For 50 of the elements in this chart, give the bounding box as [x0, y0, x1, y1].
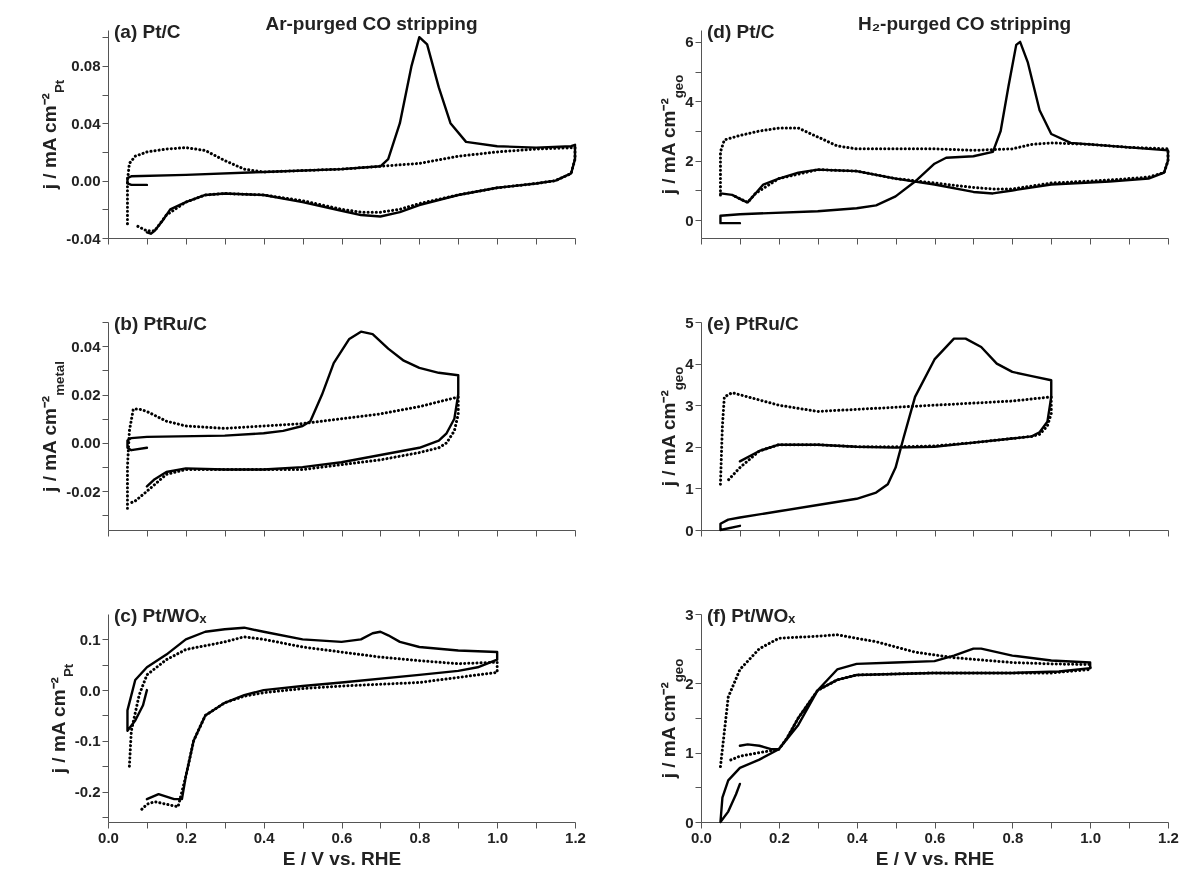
- y-tick-label: -0.1: [74, 732, 101, 750]
- chart-subtitle: Ar-purged CO stripping: [265, 13, 478, 34]
- chart-title: (e) PtRu/C: [707, 313, 800, 334]
- line-series: [719, 337, 1053, 532]
- y-tick-label: 0.0: [79, 681, 101, 699]
- y-tick-label: 6: [685, 33, 694, 51]
- x-tick-label: 1.2: [1158, 828, 1179, 846]
- y-tick-label: 5: [685, 313, 694, 331]
- y-tick-label: 1: [685, 744, 694, 762]
- chart-title: (f) Pt/WOₓ: [707, 605, 796, 626]
- x-tick-label: 0.8: [1002, 828, 1024, 846]
- y-tick-label: 0: [685, 521, 694, 539]
- y-tick-label: 2: [685, 438, 694, 456]
- y-tick-label: 0.1: [79, 630, 101, 648]
- x-tick-label: 0.8: [409, 828, 431, 846]
- y-tick-label: 0.08: [71, 57, 101, 75]
- x-tick-label: 0.0: [98, 828, 119, 846]
- y-tick-label: 3: [685, 396, 694, 414]
- x-tick-label: 0.6: [924, 828, 946, 846]
- y-tick-label: 0.02: [71, 386, 101, 404]
- y-tick-label: -0.2: [74, 783, 101, 801]
- x-tick-label: 0.6: [331, 828, 353, 846]
- y-tick-label: 0.00: [71, 434, 101, 452]
- x-tick-label: 1.2: [565, 828, 586, 846]
- y-tick-label: -0.02: [66, 482, 101, 500]
- y-tick-label: 4: [685, 92, 695, 110]
- y-tick-label: 0.04: [71, 337, 102, 355]
- y-tick-label: 0: [685, 813, 694, 831]
- x-axis-title: E / V vs. RHE: [875, 847, 995, 869]
- x-tick-label: 0.2: [768, 828, 790, 846]
- x-tick-label: 0.4: [253, 828, 276, 846]
- y-tick-label: 4: [685, 355, 695, 373]
- x-axis-title: E / V vs. RHE: [282, 847, 402, 869]
- x-tick-label: 1.0: [1080, 828, 1102, 846]
- chart-subtitle: H₂-purged CO stripping: [857, 13, 1072, 34]
- x-tick-label: 0.4: [846, 828, 869, 846]
- x-tick-label: 1.0: [487, 828, 509, 846]
- y-tick-label: 2: [685, 674, 694, 692]
- y-tick-label: -0.04: [66, 229, 102, 247]
- y-tick-label: 3: [685, 605, 694, 623]
- chart-title: (d) Pt/C: [707, 21, 775, 42]
- y-tick-label: 0.04: [71, 114, 102, 132]
- chart-title: (a) Pt/C: [114, 21, 181, 42]
- y-tick-label: 2: [685, 152, 694, 170]
- chart-title: (b) PtRu/C: [114, 313, 208, 334]
- x-tick-label: 0.2: [175, 828, 197, 846]
- chart-title: (c) Pt/WOₓ: [114, 605, 207, 626]
- y-tick-label: 0: [685, 211, 694, 229]
- y-tick-label: 0.00: [71, 172, 101, 190]
- y-tick-label: 1: [685, 479, 694, 497]
